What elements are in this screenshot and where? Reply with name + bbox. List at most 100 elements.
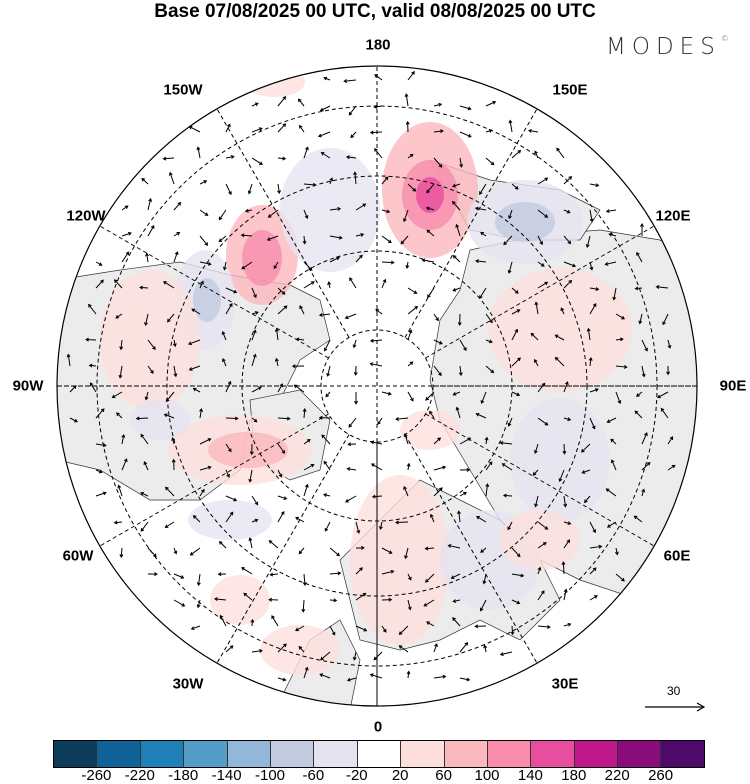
- wind-arrow: [369, 673, 383, 679]
- wind-arrow: [355, 545, 365, 550]
- wind-arrow: [139, 285, 149, 290]
- wind-arrow: [352, 651, 357, 661]
- wind-arrow: [345, 495, 357, 503]
- wind-arrow: [172, 339, 177, 348]
- wind-arrow: [405, 261, 410, 269]
- wind-arrow: [485, 365, 495, 374]
- wind-arrow: [299, 124, 305, 133]
- anomaly-contour: [260, 625, 340, 675]
- wind-arrow: [558, 469, 565, 483]
- wind-arrow: [589, 303, 597, 315]
- wind-arrow: [641, 339, 648, 352]
- wind-arrow: [377, 417, 383, 425]
- colorbar-tick-label: 100: [474, 767, 500, 784]
- wind-arrow: [479, 287, 487, 300]
- wind-arrow: [563, 381, 569, 393]
- wind-arrow: [319, 105, 331, 112]
- wind-arrow: [225, 154, 235, 159]
- wind-arrow: [485, 100, 497, 107]
- wind-arrow: [213, 597, 227, 602]
- wind-arrow: [69, 417, 78, 423]
- wind-arrow: [641, 461, 651, 471]
- wind-arrow: [321, 434, 331, 445]
- wind-arrow: [369, 362, 383, 367]
- colorbar-swatch: [357, 741, 402, 767]
- wind-arrow: [303, 438, 311, 445]
- wind-arrow: [147, 547, 157, 558]
- anomaly-contour: [210, 575, 270, 625]
- wind-arrow: [147, 572, 158, 577]
- colorbar: [53, 740, 705, 768]
- wind-arrow: [615, 573, 625, 582]
- wind-arrow: [196, 573, 201, 587]
- wind-arrow: [173, 599, 186, 607]
- wind-arrow: [459, 339, 467, 352]
- wind-arrow: [474, 206, 487, 211]
- wind-arrow: [225, 495, 238, 502]
- wind-arrow: [510, 625, 515, 636]
- wind-arrow: [633, 515, 643, 523]
- wind-arrow: [433, 487, 443, 497]
- wind-arrow: [641, 365, 646, 378]
- wind-arrow: [511, 287, 519, 294]
- wind-arrow: [398, 645, 409, 653]
- wind-arrow: [348, 105, 357, 116]
- wind-arrow: [563, 521, 572, 526]
- wind-arrow: [423, 599, 435, 607]
- wind-arrow: [373, 104, 383, 109]
- colorbar-tick-label: 140: [517, 767, 543, 784]
- wind-arrow: [241, 261, 253, 270]
- lon-label-150e: 150E: [552, 81, 588, 99]
- wind-arrow: [403, 433, 409, 445]
- wind-arrow: [459, 437, 472, 445]
- wind-arrow: [329, 625, 336, 636]
- colorbar-swatch: [661, 741, 704, 767]
- wind-arrow: [119, 547, 124, 559]
- wind-arrow: [271, 615, 279, 627]
- wind-arrow: [433, 102, 443, 107]
- wind-arrow: [429, 513, 435, 523]
- wind-arrow: [192, 515, 201, 523]
- wind-arrow: [433, 365, 442, 377]
- wind-arrow: [457, 510, 461, 523]
- wind-arrow: [277, 156, 287, 161]
- wind-arrow: [115, 313, 123, 319]
- wind-arrow: [563, 209, 571, 214]
- wind-arrow: [217, 572, 227, 577]
- lon-label-60w: 60W: [62, 547, 94, 565]
- wind-arrow: [433, 339, 443, 345]
- wind-arrow: [251, 648, 263, 653]
- wind-arrow: [482, 573, 487, 585]
- colorbar-swatch: [54, 741, 98, 767]
- wind-arrow: [395, 520, 409, 525]
- wind-arrow: [251, 329, 257, 341]
- wind-arrow: [225, 287, 238, 294]
- wind-arrow: [162, 156, 175, 161]
- wind-arrow: [589, 209, 594, 223]
- wind-arrow: [249, 443, 254, 456]
- wind-arrow: [317, 131, 331, 138]
- wind-arrow: [66, 353, 71, 367]
- wind-arrow: [537, 542, 547, 549]
- wind-arrow: [563, 261, 577, 268]
- wind-arrow: [381, 569, 395, 575]
- wind-arrow: [244, 208, 253, 213]
- anomaly-contour: [242, 230, 282, 286]
- anomaly-shading: [100, 67, 632, 675]
- wind-arrow: [480, 231, 487, 237]
- wind-arrow: [634, 286, 643, 291]
- wind-arrow: [373, 651, 383, 661]
- wind-arrow: [480, 547, 487, 553]
- wind-arrow: [534, 150, 539, 159]
- wind-arrow: [537, 209, 549, 218]
- lon-label-180: 180: [365, 36, 391, 54]
- wind-arrow: [266, 235, 279, 241]
- wind-arrow: [248, 537, 253, 549]
- wind-arrow: [424, 546, 435, 551]
- wind-arrow: [277, 469, 283, 478]
- wind-arrow: [303, 182, 317, 187]
- wind-arrow: [662, 313, 669, 326]
- wind-arrow: [485, 313, 493, 324]
- wind-arrow: [299, 305, 305, 315]
- wind-arrow: [251, 353, 257, 367]
